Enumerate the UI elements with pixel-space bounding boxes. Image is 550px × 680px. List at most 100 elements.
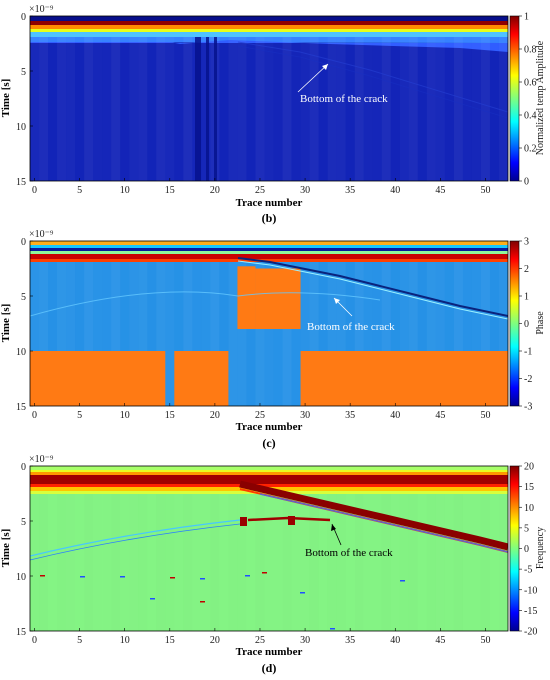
trace-column	[228, 494, 238, 631]
y-tick-label: 15	[16, 402, 26, 413]
trace-column	[192, 262, 202, 406]
trace-column	[336, 37, 346, 181]
trace-column	[363, 262, 373, 406]
trace-column	[201, 37, 211, 181]
colorbar-tick-label: 0	[524, 319, 529, 330]
frequency-annotation-text: Bottom of the crack	[305, 547, 393, 559]
trace-column	[363, 37, 373, 181]
x-tick-label: 5	[77, 185, 82, 196]
trace-column	[309, 494, 319, 631]
phase-wrap-block	[174, 351, 229, 406]
trace-column	[453, 494, 463, 631]
trace-column	[57, 262, 67, 406]
trace-column	[264, 37, 274, 181]
amplitude-colorbar-label: Normalized temp Amplitude	[535, 40, 546, 155]
trace-column	[282, 494, 292, 631]
trace-column	[192, 494, 202, 631]
x-tick-label: 5	[77, 410, 82, 421]
trace-column	[102, 37, 112, 181]
trace-column	[480, 494, 490, 631]
frequency-reflection-patch	[288, 516, 295, 525]
x-tick-label: 15	[165, 410, 175, 421]
frequency-speck	[80, 576, 85, 578]
x-tick-label: 35	[345, 410, 355, 421]
trace-column	[462, 37, 472, 181]
trace-column	[300, 37, 310, 181]
x-tick-label: 15	[165, 185, 175, 196]
x-tick-label: 40	[390, 185, 400, 196]
trace-column	[480, 262, 490, 406]
trace-column	[399, 37, 409, 181]
trace-column	[372, 262, 382, 406]
trace-column	[498, 37, 508, 181]
x-tick-label: 35	[345, 635, 355, 646]
trace-column	[408, 494, 418, 631]
colorbar-tick-label: -15	[524, 606, 537, 617]
trace-column	[66, 494, 76, 631]
amplitude-annotation-arrow	[297, 63, 329, 93]
x-tick-label: 20	[210, 410, 220, 421]
frequency-speck	[245, 575, 250, 577]
frequency-colorbar-label: Frequency	[535, 527, 546, 569]
trace-column	[102, 262, 112, 406]
x-tick-label: 30	[300, 410, 310, 421]
colorbar-tick-label: 1	[524, 292, 529, 303]
trace-column	[490, 37, 499, 202]
frequency-speck	[400, 580, 405, 582]
trace-column	[418, 37, 427, 202]
x-tick-label: 5	[77, 635, 82, 646]
trace-column	[111, 494, 121, 631]
trace-column	[264, 494, 274, 631]
trace-column	[129, 37, 139, 181]
amplitude-colorbar	[509, 15, 520, 182]
trace-column	[471, 494, 481, 631]
y-tick-label: 10	[16, 572, 26, 583]
x-tick-label: 30	[300, 185, 310, 196]
colorbar-tick-label: 3	[524, 237, 529, 248]
trace-column	[174, 37, 183, 202]
trace-column	[183, 494, 193, 631]
frequency-panel-caption: (d)	[262, 661, 277, 675]
amplitude-x-axis-label: Trace number	[236, 197, 303, 209]
frequency-speck	[200, 601, 205, 603]
trace-column	[57, 494, 67, 631]
phase-exponent-label: ×10⁻⁹	[29, 229, 54, 240]
phase-annotation-arrowhead	[334, 298, 340, 304]
y-tick-label: 0	[21, 462, 26, 473]
colorbar-tick-label: -1	[524, 347, 532, 358]
frequency-image	[30, 466, 508, 631]
x-tick-label: 45	[435, 185, 445, 196]
colorbar-tick-label: -5	[524, 565, 532, 576]
trace-column	[237, 494, 247, 631]
x-tick-label: 20	[210, 635, 220, 646]
trace-column	[30, 37, 40, 181]
colorbar-tick-label: 0.6	[524, 78, 537, 89]
trace-column	[156, 262, 166, 406]
colorbar-tick-label: 15	[524, 482, 534, 493]
trace-column	[372, 494, 382, 631]
frequency-speck	[40, 575, 45, 577]
trace-column	[138, 494, 148, 631]
trace-column	[228, 262, 238, 406]
phase-wrap-block	[237, 266, 256, 329]
y-tick-label: 0	[21, 12, 26, 23]
x-tick-label: 50	[480, 635, 490, 646]
trace-column	[346, 37, 355, 202]
trace-column	[336, 262, 346, 406]
trace-column	[391, 37, 400, 202]
trace-column	[498, 494, 508, 631]
trace-column	[264, 262, 274, 406]
trace-column	[399, 262, 409, 406]
trace-column	[453, 37, 463, 181]
trace-column	[111, 37, 121, 181]
trace-column	[138, 37, 148, 181]
frequency-y-axis-label: Time [s]	[0, 529, 12, 568]
trace-column	[84, 37, 94, 181]
trace-column	[435, 494, 445, 631]
trace-column	[327, 262, 337, 406]
x-tick-label: 35	[345, 185, 355, 196]
trace-column	[255, 262, 265, 406]
frequency-speck	[170, 577, 175, 579]
trace-column	[156, 494, 166, 631]
